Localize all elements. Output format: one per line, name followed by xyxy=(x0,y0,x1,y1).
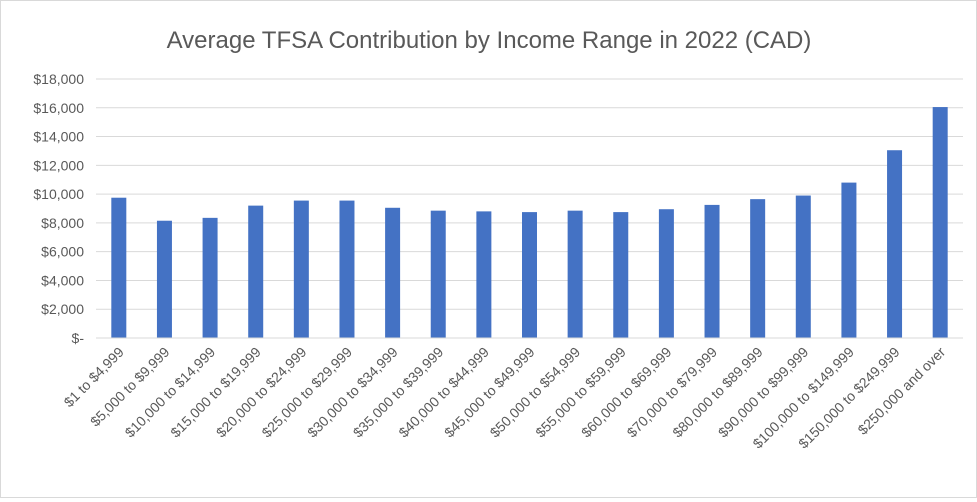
y-tick-label: $2,000 xyxy=(41,301,84,317)
y-axis-ticks: $- $2,000 $4,000 $6,000 $8,000 $10,000 $12,000… xyxy=(33,71,84,346)
bars xyxy=(111,107,948,338)
y-tick-label: $14,000 xyxy=(33,129,84,145)
bar xyxy=(293,200,309,338)
y-tick-label: $12,000 xyxy=(33,157,84,173)
bar xyxy=(202,217,218,338)
y-tick-label: $4,000 xyxy=(41,272,84,288)
bar xyxy=(887,150,903,338)
bar xyxy=(156,220,172,338)
bar xyxy=(795,195,811,338)
chart-title: Average TFSA Contribution by Income Rang… xyxy=(167,27,812,54)
y-tick-label: $- xyxy=(72,330,85,346)
x-tick-label: $5,000 to $9,999 xyxy=(87,344,173,430)
bar xyxy=(750,199,766,338)
y-tick-label: $10,000 xyxy=(33,186,84,202)
bar xyxy=(658,209,674,338)
bar xyxy=(476,211,492,338)
gridlines xyxy=(96,78,963,310)
bar xyxy=(430,210,446,338)
bar xyxy=(385,207,401,338)
bar xyxy=(841,182,857,338)
y-tick-label: $8,000 xyxy=(41,215,84,231)
bar xyxy=(932,107,948,338)
y-tick-label: $18,000 xyxy=(33,71,84,87)
y-tick-label: $16,000 xyxy=(33,100,84,116)
bar xyxy=(248,205,264,338)
x-tick-label: $250,000 and over xyxy=(854,344,948,438)
x-axis-ticks: $1 to $4,999$5,000 to $9,999$10,000 to $… xyxy=(61,344,949,452)
bar xyxy=(111,197,127,338)
y-tick-label: $6,000 xyxy=(41,244,84,260)
bar xyxy=(567,210,583,338)
bar xyxy=(522,212,537,338)
bar xyxy=(704,204,720,338)
bar xyxy=(613,212,629,338)
bar xyxy=(339,200,355,338)
